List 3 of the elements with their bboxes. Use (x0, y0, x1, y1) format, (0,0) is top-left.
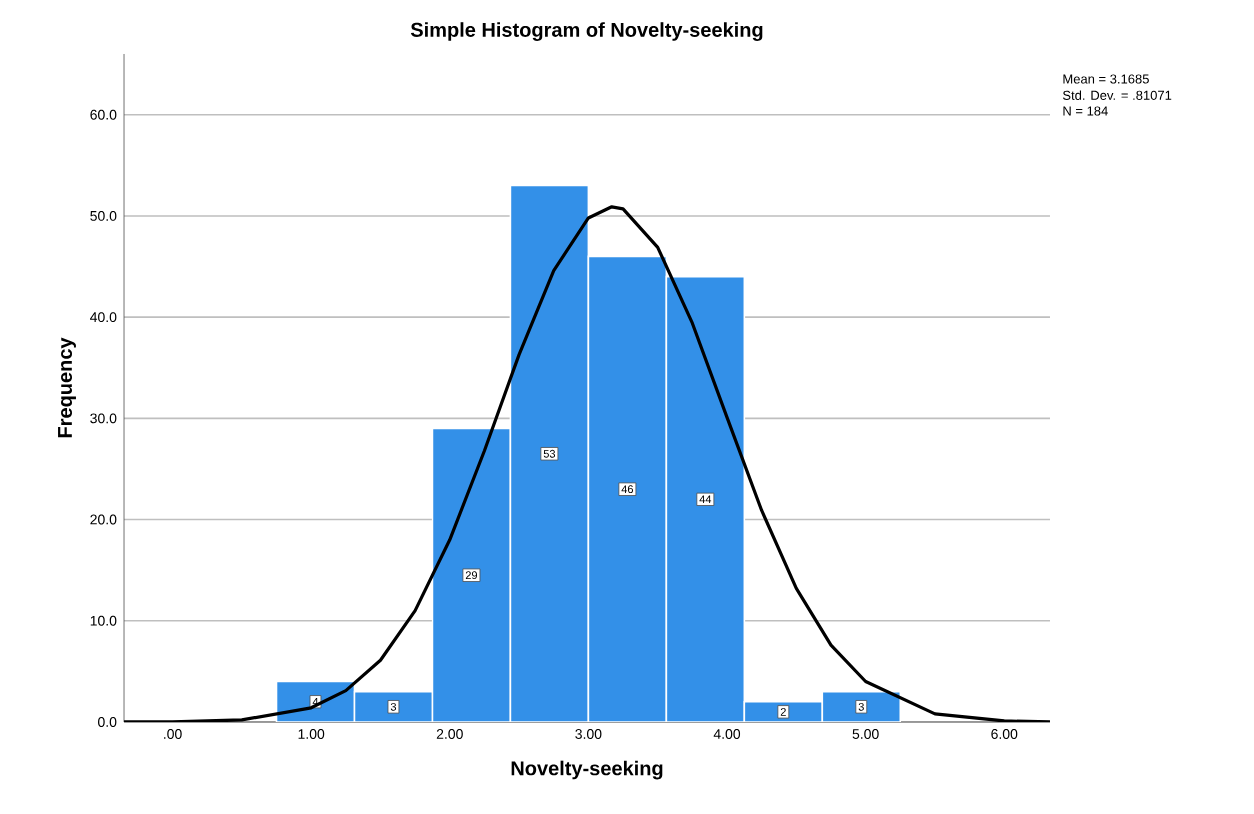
y-axis-title: Frequency (58, 337, 76, 438)
chart-title: Simple Histogram of Novelty-seeking (410, 22, 763, 41)
x-axis-title: Novelty-seeking (511, 760, 663, 780)
